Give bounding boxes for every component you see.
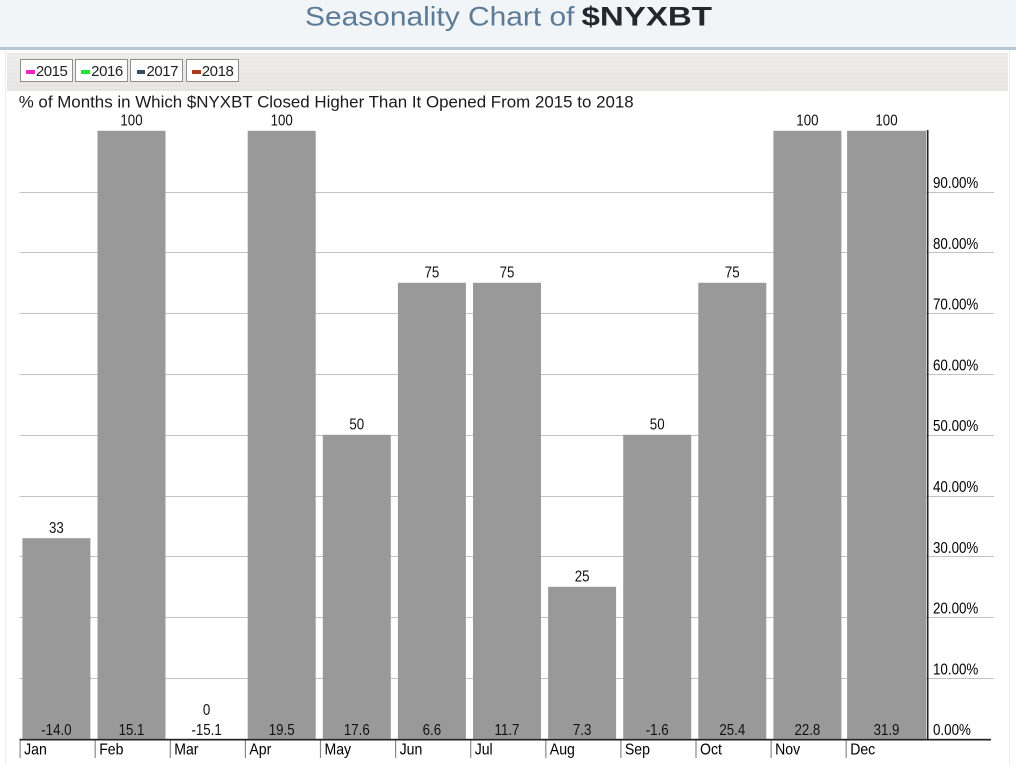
svg-text:90.00%: 90.00% (933, 175, 978, 192)
svg-text:Apr: Apr (249, 742, 271, 759)
svg-text:Seasonality Chart of: Seasonality Chart of (305, 2, 575, 32)
svg-text:30.00%: 30.00% (933, 540, 978, 557)
svg-text:10.00%: 10.00% (933, 661, 978, 678)
svg-text:60.00%: 60.00% (933, 357, 978, 374)
svg-text:Aug: Aug (550, 742, 575, 759)
svg-text:25.4: 25.4 (719, 722, 745, 739)
svg-text:100: 100 (120, 113, 142, 130)
svg-text:-1.6: -1.6 (646, 722, 669, 739)
svg-text:-15.1: -15.1 (191, 722, 221, 739)
svg-text:19.5: 19.5 (269, 722, 295, 739)
svg-text:7.3: 7.3 (573, 722, 592, 739)
svg-text:20.00%: 20.00% (933, 601, 978, 618)
svg-text:75: 75 (500, 265, 515, 282)
svg-text:33: 33 (49, 520, 64, 537)
svg-text:100: 100 (796, 113, 818, 130)
svg-text:Oct: Oct (700, 742, 722, 759)
svg-text:0.00%: 0.00% (933, 722, 971, 739)
svg-text:31.9: 31.9 (874, 722, 900, 739)
svg-text:25: 25 (575, 569, 590, 586)
svg-text:Dec: Dec (850, 742, 875, 759)
svg-text:75: 75 (725, 265, 740, 282)
svg-text:50.00%: 50.00% (933, 418, 978, 435)
svg-text:6.6: 6.6 (423, 722, 442, 739)
svg-text:Jan: Jan (24, 742, 47, 759)
svg-text:Jun: Jun (400, 742, 423, 759)
svg-text:15.1: 15.1 (119, 722, 145, 739)
svg-text:Jul: Jul (475, 742, 493, 759)
svg-text:% of Months in Which $NYXBT Cl: % of Months in Which $NYXBT Closed Highe… (19, 93, 634, 112)
svg-text:May: May (325, 742, 352, 759)
svg-text:$NYXBT: $NYXBT (582, 2, 713, 32)
svg-text:0: 0 (203, 702, 210, 719)
svg-text:100: 100 (875, 113, 897, 130)
svg-text:22.8: 22.8 (795, 722, 821, 739)
svg-text:50: 50 (349, 417, 364, 434)
svg-text:11.7: 11.7 (495, 722, 520, 739)
svg-text:50: 50 (650, 417, 665, 434)
svg-text:Nov: Nov (775, 742, 800, 759)
svg-text:17.6: 17.6 (344, 722, 370, 739)
svg-text:Sep: Sep (625, 742, 650, 759)
svg-text:Mar: Mar (174, 742, 199, 759)
svg-text:80.00%: 80.00% (933, 236, 978, 253)
svg-text:100: 100 (271, 113, 293, 130)
svg-text:Feb: Feb (99, 742, 123, 759)
svg-text:40.00%: 40.00% (933, 479, 978, 496)
svg-text:75: 75 (425, 265, 440, 282)
svg-text:-14.0: -14.0 (41, 722, 71, 739)
svg-text:70.00%: 70.00% (933, 297, 978, 314)
